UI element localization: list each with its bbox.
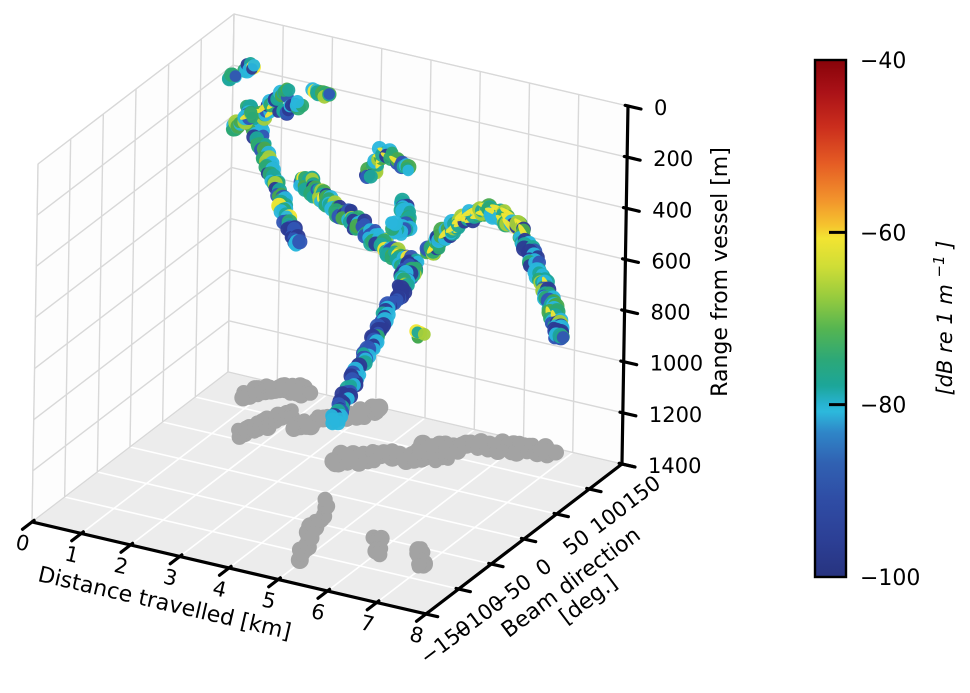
x-tick-label: 7 (358, 610, 376, 636)
track-small-dot-mid (359, 169, 378, 184)
track-hook-curl (385, 192, 418, 241)
track-navy-mini-streak (272, 95, 310, 121)
axis-ticks (20, 103, 643, 623)
shadow-shadow-arch (410, 433, 564, 464)
track-blob-top-b (221, 67, 242, 87)
colorbar-tick-label: −80 (860, 394, 906, 419)
track-dots-upper-b (317, 86, 337, 104)
y-tick-label: 0 (531, 554, 556, 581)
colorbar: −40 −60 −80 −100 (813, 49, 920, 591)
colorbar-label: [dB re 1 m −1 ] (925, 240, 957, 395)
z-tick-label: 600 (651, 249, 691, 273)
track-arch (419, 198, 570, 346)
x-tick-label: 4 (210, 576, 228, 602)
track-arm-northeast (253, 82, 296, 126)
z-tick-label: 0 (654, 96, 667, 120)
scatter-points (221, 57, 570, 431)
x-tick-label: 5 (260, 587, 278, 613)
colorbar-label-prefix: [dB re 1 m (933, 284, 957, 395)
z-tick-label: 800 (651, 301, 691, 325)
x-tick-label: 8 (407, 622, 425, 648)
x-tick-label: 0 (13, 530, 31, 556)
track-isolated-dot (409, 324, 431, 344)
z-axis-label: Range from vessel [m] (708, 147, 733, 397)
x-tick-label: 6 (309, 599, 327, 625)
colorbar-tick-label: −60 (860, 221, 906, 246)
colorbar-label-superscript: −1 (930, 255, 948, 277)
colorbar-label-suffix: ] (933, 240, 957, 249)
colorbar-gradient (813, 58, 848, 579)
track-main-band (293, 170, 425, 279)
colorbar-tick-label: −100 (860, 566, 920, 591)
track-blob-top-a (237, 57, 261, 79)
track-descent-to-floor (325, 260, 424, 431)
colorbar-tick-label: −40 (860, 49, 906, 74)
z-tick-label: 1000 (650, 352, 703, 376)
panes (30, 12, 629, 615)
floor-shadow-points (231, 377, 564, 574)
shadow-shadow-band (324, 443, 455, 473)
z-tick-label: 1200 (649, 403, 702, 427)
z-tick-label: 1400 (648, 454, 701, 478)
track-arm-left (225, 105, 259, 137)
shadow-shadow-front-streak (290, 491, 336, 569)
shadow-shadow-arc-left (234, 377, 319, 407)
z-tick-label: 400 (652, 198, 692, 222)
x-tick-label: 3 (161, 564, 179, 590)
shadow-shadow-blob-a2 (367, 540, 389, 563)
z-tick-label: 200 (653, 147, 693, 171)
x-tick-label: 1 (63, 541, 81, 567)
shadow-shadow-blob-b2 (411, 552, 434, 574)
x-tick-label: 2 (112, 553, 130, 579)
